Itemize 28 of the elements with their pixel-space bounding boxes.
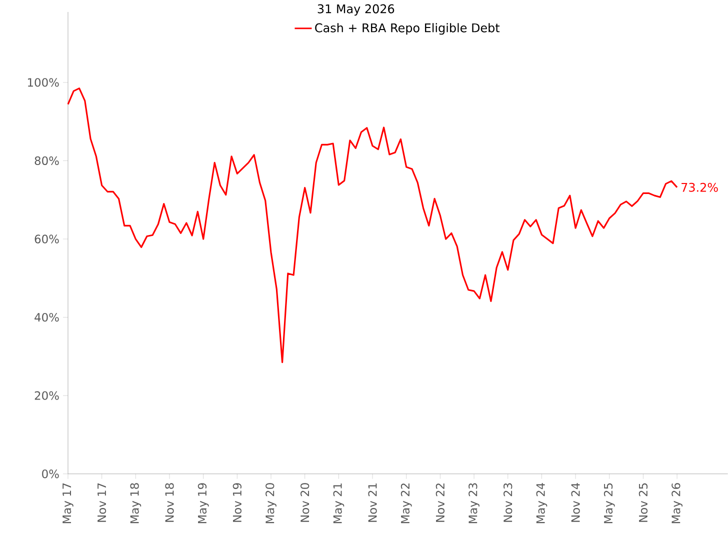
x-tick-label: Nov 19 [232,483,242,522]
x-tick-label: May 19 [198,483,209,524]
legend-label: Cash + RBA Repo Eligible Debt [315,23,500,35]
x-tick-label: Nov 25 [638,483,648,522]
x-tick-label: May 22 [400,484,412,524]
x-tick-label: May 26 [672,483,682,524]
x-tick-label: May 24 [536,483,548,524]
x-tick-label: Nov 17 [98,483,106,522]
x-tick-label: Nov 22 [436,484,445,522]
x-tick-label: May 18 [130,483,142,524]
chart-subtitle: 31 May 2026 [318,4,394,16]
x-tick-label: Nov 20 [300,483,310,522]
x-tick-label: May 20 [266,483,276,524]
x-tick-label: Nov 24 [571,483,580,522]
annotation: 73.2% [682,182,718,192]
x-tick-label: May 25 [604,483,615,524]
x-tick-label: May 23 [468,483,480,524]
x-tick-label: Nov 21 [368,484,377,522]
x-tick-label: Nov 18 [165,483,174,522]
y-tick-label: 60% [34,234,59,244]
x-tick-label: May 17 [62,483,74,524]
y-tick-label: 20% [34,391,59,400]
y-tick-label: 100% [28,78,59,87]
y-tick-label: 0% [42,470,59,478]
y-tick-label: 80% [34,156,59,166]
x-tick-label: May 21 [333,484,344,524]
x-tick-label: Nov 23 [504,483,512,522]
y-tick-label: 40% [34,313,59,322]
